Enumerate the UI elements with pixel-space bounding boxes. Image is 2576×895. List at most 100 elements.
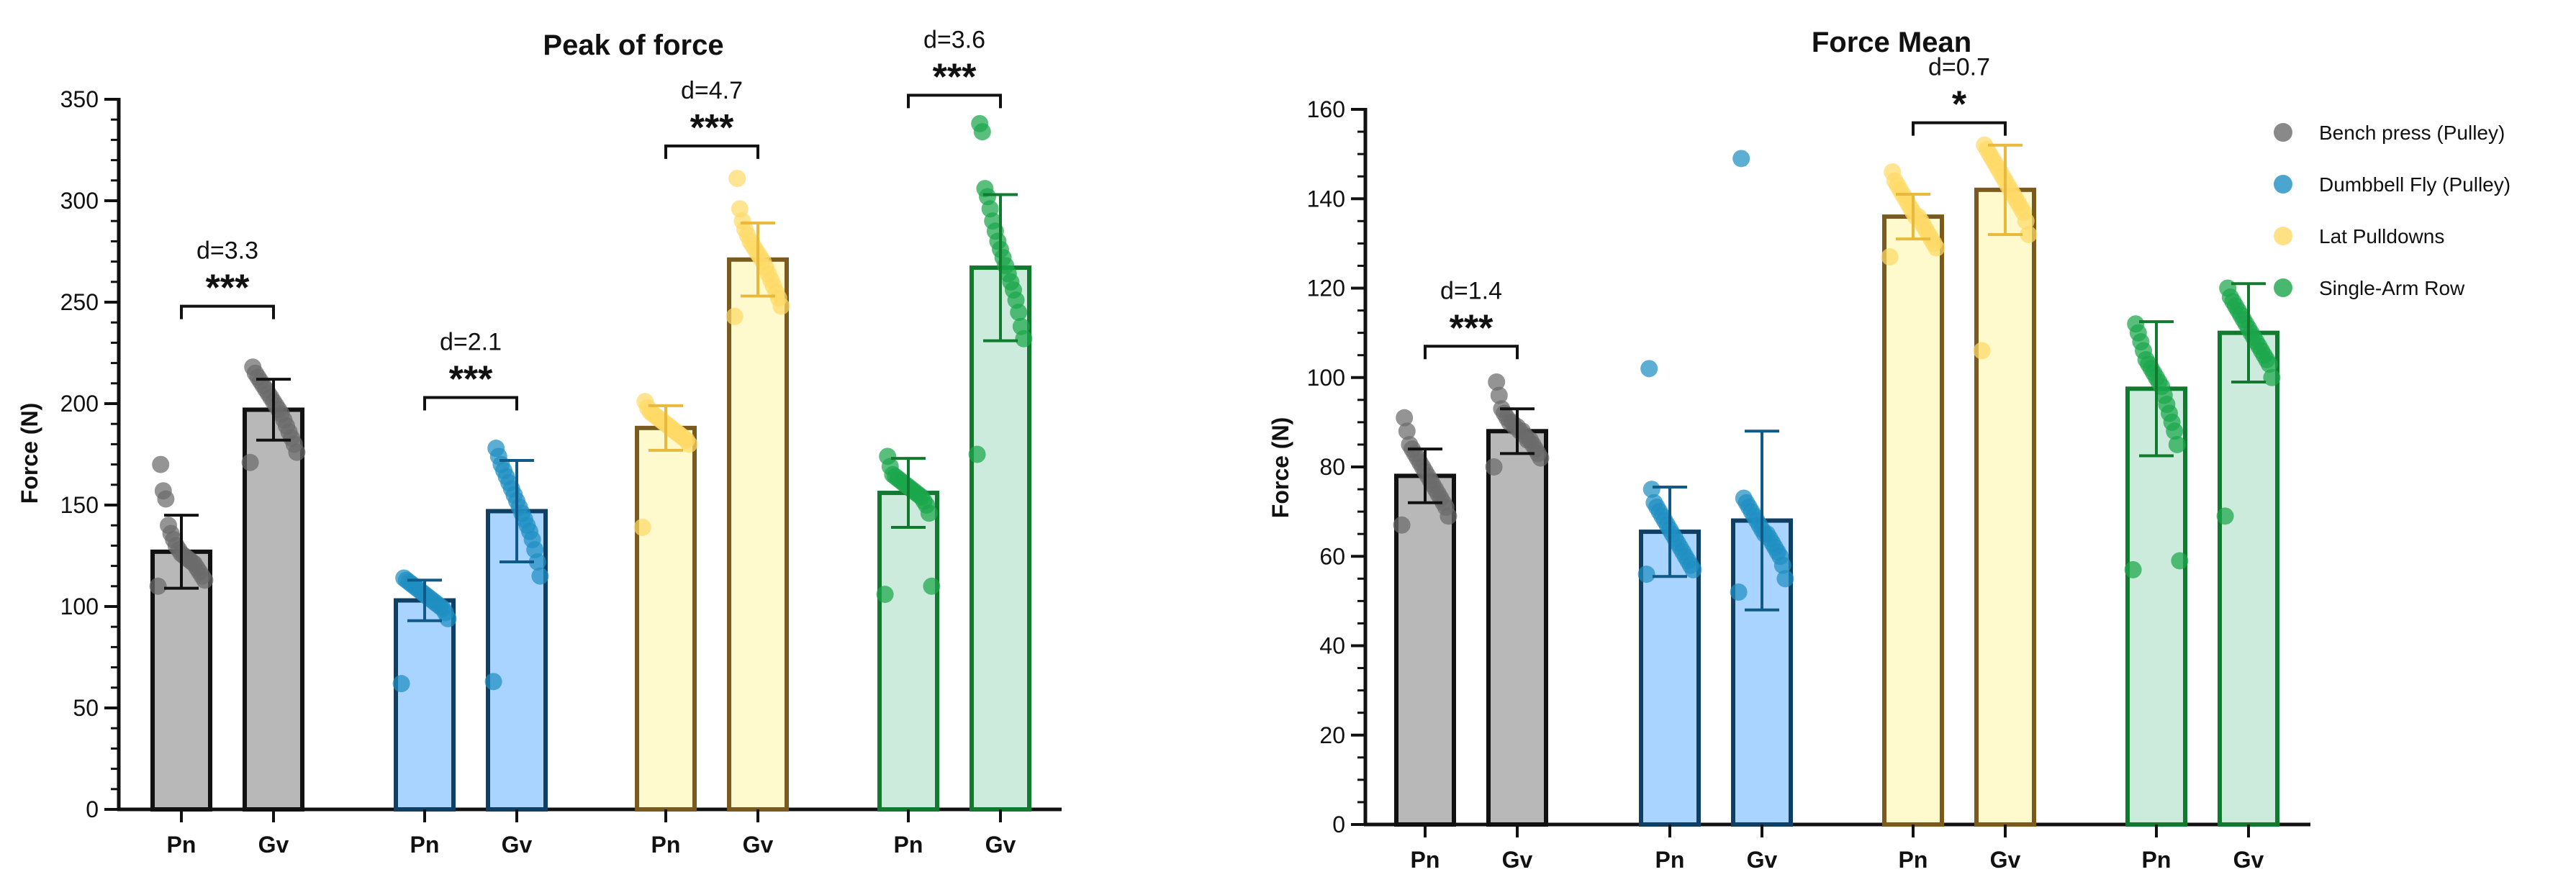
bar [2125, 386, 2187, 827]
data-point [1637, 565, 1655, 583]
data-point [2219, 279, 2237, 297]
significance-bracket [664, 144, 759, 159]
data-point [876, 586, 894, 604]
y-tick-label: 120 [1307, 276, 1345, 301]
data-point [1396, 409, 1414, 427]
y-tick-label: 40 [1319, 633, 1345, 659]
y-tick-label: 50 [73, 695, 99, 721]
x-tick-label: Gv [1990, 847, 2021, 873]
data-point [1976, 136, 1994, 154]
bar [727, 257, 789, 812]
x-tick-label: Gv [743, 832, 774, 858]
effect-size-label: d=3.6 [923, 26, 985, 53]
data-point [971, 114, 989, 132]
x-tick-label: Pn [1411, 847, 1440, 873]
data-point [2124, 560, 2142, 578]
significance-bracket [1912, 121, 2007, 136]
legend-label: Single-Arm Row [2319, 277, 2465, 299]
significance-stars: *** [1450, 307, 1493, 349]
data-point [152, 455, 170, 473]
significance-stars: * [1952, 84, 1967, 126]
legend-marker [2274, 227, 2292, 245]
data-point [241, 453, 259, 471]
x-tick-label: Pn [1655, 847, 1685, 873]
data-point [1012, 317, 1030, 335]
bar [150, 549, 212, 812]
effect-size-label: d=2.1 [440, 329, 502, 356]
significance-stars: *** [690, 107, 734, 149]
bar [1882, 214, 1944, 827]
x-tick-label: Pn [1899, 847, 1928, 873]
data-point [160, 517, 177, 535]
x-tick-label: Gv [2233, 847, 2264, 873]
data-point [154, 482, 172, 500]
data-point [1735, 489, 1753, 507]
x-tick-label: Gv [502, 832, 533, 858]
legend-label: Bench press (Pulley) [2319, 122, 2505, 144]
data-point [1645, 494, 1663, 512]
data-point [633, 519, 651, 537]
data-point [2020, 225, 2038, 243]
data-point [1973, 342, 1991, 360]
x-tick-label: Pn [894, 832, 923, 858]
effect-size-label: d=0.7 [1928, 54, 1990, 81]
significance-stars: *** [206, 268, 250, 309]
y-tick-label: 0 [86, 796, 99, 822]
data-point [244, 358, 262, 376]
data-point [149, 577, 167, 595]
x-tick-label: Gv [1502, 847, 1533, 873]
y-axis-label: Force (N) [1267, 417, 1293, 518]
data-point [1490, 386, 1508, 404]
data-point [484, 673, 502, 691]
y-tick-label: 200 [60, 391, 99, 417]
data-point [968, 445, 986, 463]
force-mean-chart: Force Mean Force (N) 0 20 40 60 80 100 120 140 1… [1267, 27, 2310, 873]
x-tick-label: Gv [985, 832, 1016, 858]
legend: Bench press (Pulley) Dumbbell Fly (Pulley… [2274, 122, 2511, 299]
y-tick-label: 250 [60, 289, 99, 315]
data-point [1776, 570, 1794, 588]
data-point [2216, 507, 2234, 525]
data-point [1732, 150, 1750, 168]
data-point [726, 307, 744, 325]
legend-marker [2274, 278, 2292, 297]
bar [635, 425, 697, 812]
legend-label: Dumbbell Fly (Pulley) [2319, 173, 2511, 196]
data-point [1730, 583, 1748, 601]
y-tick-label: 60 [1319, 543, 1345, 569]
legend-marker [2274, 175, 2292, 194]
y-tick-label: 100 [60, 594, 99, 619]
significance-stars: *** [933, 56, 977, 98]
data-point [487, 440, 505, 458]
y-tick-label: 160 [1307, 96, 1345, 122]
peak-of-force-chart: Peak of force Force (N) 0 50 100 150 200 250 3… [17, 26, 1062, 858]
significance-stars: *** [449, 359, 493, 401]
data-point [395, 569, 413, 587]
significance-bracket [1424, 345, 1519, 360]
y-tick-label: 350 [60, 86, 99, 112]
y-tick-label: 100 [1307, 365, 1345, 391]
data-point [879, 448, 897, 465]
data-point [1642, 481, 1660, 499]
bar [394, 598, 456, 812]
data-point [1398, 422, 1416, 440]
data-point [636, 393, 654, 411]
data-point [1485, 458, 1503, 476]
data-point [1393, 516, 1411, 534]
significance-bracket [907, 94, 1002, 109]
bar [877, 491, 939, 812]
y-tick-label: 80 [1319, 454, 1345, 480]
x-tick-label: Pn [2142, 847, 2171, 873]
significance-bracket [423, 396, 518, 411]
data-point [976, 180, 994, 198]
x-tick-label: Gv [1747, 847, 1778, 873]
y-axis-label: Force (N) [17, 403, 42, 504]
chart-title: Peak of force [543, 29, 723, 61]
data-point [2263, 368, 2281, 386]
data-point [728, 169, 746, 187]
x-tick-label: Pn [651, 832, 681, 858]
y-tick-label: 0 [1332, 812, 1345, 837]
x-tick-label: Pn [167, 832, 196, 858]
legend-label: Lat Pulldowns [2319, 225, 2444, 247]
data-point [392, 675, 410, 693]
